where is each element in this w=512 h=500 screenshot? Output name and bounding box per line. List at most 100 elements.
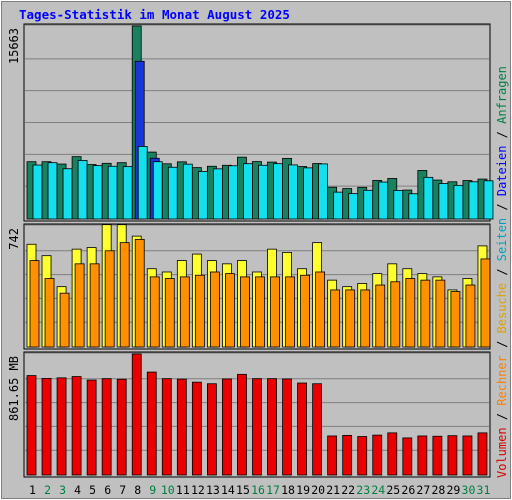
day-label: 23 (356, 483, 370, 497)
bar-rechner-day-21 (330, 289, 341, 348)
bar-seiten-day-25 (393, 190, 404, 220)
bar-volumen-day-18 (282, 378, 292, 476)
bar-volumen-day-30 (462, 435, 473, 476)
bar-seiten-day-26 (408, 193, 419, 220)
bar-volumen-day-7 (116, 378, 127, 476)
bar-volumen-day-3 (56, 377, 67, 476)
bar-volumen-day-26 (402, 437, 413, 476)
bar-volumen-day-8 (131, 353, 142, 476)
panel-max-label: 861.65 MB (7, 356, 21, 421)
legend-separator: / (495, 406, 509, 428)
bar-seiten-day-30 (468, 181, 479, 220)
day-label: 28 (431, 483, 445, 497)
bar-volumen-day-13 (206, 383, 217, 476)
bar-volumen-day-2 (41, 377, 52, 476)
chart-legend: Volumen / Rechner / Besuche / Seiten / D… (495, 66, 509, 478)
bar-rechner-day-20 (315, 271, 326, 348)
bar-volumen-day-4 (71, 376, 82, 476)
legend-entry-volumen: Volumen (495, 427, 509, 478)
bar-rechner-day-30 (465, 284, 476, 348)
x-axis-day-labels: 1 2 3 4 5 6 7 8 9 10 11 12 13 14 15 16 17 18 19 20 21 22 23 24 2… (29, 483, 490, 497)
day-label: 26 (401, 483, 415, 497)
bar-seiten-day-9 (152, 161, 163, 220)
day-label: 13 (206, 483, 220, 497)
bar-volumen-day-9 (146, 371, 157, 476)
bar-seiten-day-6 (107, 165, 118, 220)
bar-volumen-day-15 (237, 373, 247, 476)
bar-rechner-day-28 (435, 279, 446, 348)
day-label: 2 (44, 483, 51, 497)
bar-volumen-day-10 (161, 378, 172, 476)
bar-seiten-day-23 (363, 189, 374, 220)
bar-seiten-day-2 (47, 162, 58, 220)
bar-rechner-day-23 (360, 289, 371, 348)
bar-seiten-day-22 (348, 193, 359, 220)
bar-seiten-day-31 (483, 180, 494, 220)
day-label: 1 (29, 483, 36, 497)
bar-seiten-day-17 (273, 163, 283, 220)
day-label: 24 (371, 483, 385, 497)
panel-top: 15663 (7, 23, 494, 222)
bar-rechner-day-8 (134, 238, 145, 348)
bar-volumen-day-28 (432, 435, 443, 476)
day-label: 5 (89, 483, 96, 497)
bar-volumen-day-12 (191, 381, 202, 476)
day-label: 4 (74, 483, 81, 497)
legend-separator: / (495, 124, 509, 146)
bar-rechner-day-1 (29, 260, 40, 348)
bar-seiten-day-21 (333, 191, 344, 220)
legend-separator: / (495, 196, 509, 218)
bar-volumen-day-6 (101, 378, 112, 476)
day-label: 6 (104, 483, 111, 497)
bar-rechner-day-25 (390, 281, 401, 348)
bar-rechner-day-16 (255, 276, 265, 348)
panel-max-label: 742 (7, 228, 21, 250)
bar-volumen-day-17 (267, 378, 277, 476)
bar-seiten-day-28 (438, 183, 449, 220)
bar-seiten-day-27 (423, 176, 434, 220)
legend-entry-seiten: Seiten (495, 218, 509, 261)
bar-rechner-day-29 (450, 291, 461, 348)
bar-rechner-day-14 (225, 273, 235, 348)
day-label: 19 (296, 483, 310, 497)
day-label: 3 (59, 483, 66, 497)
bar-seiten-day-5 (92, 165, 103, 220)
bar-seiten-day-10 (167, 166, 178, 220)
day-label: 12 (191, 483, 205, 497)
bar-seiten-day-19 (303, 167, 313, 220)
bar-volumen-day-23 (357, 436, 368, 476)
panel-max-label: 15663 (7, 28, 21, 64)
bar-volumen-day-20 (312, 383, 323, 476)
bar-volumen-day-14 (222, 378, 232, 476)
day-label: 20 (311, 483, 325, 497)
bar-volumen-day-21 (327, 435, 338, 476)
bar-volumen-day-5 (86, 379, 97, 476)
bar-rechner-day-6 (104, 250, 115, 348)
legend-separator: / (495, 261, 509, 283)
bar-seiten-day-18 (288, 164, 298, 220)
bar-rechner-day-19 (300, 274, 310, 348)
bar-rechner-day-31 (480, 258, 491, 348)
bar-seiten-day-1 (32, 164, 43, 220)
day-label: 27 (416, 483, 430, 497)
day-label: 30 (462, 483, 476, 497)
bar-volumen-day-24 (372, 434, 383, 476)
day-label: 18 (281, 483, 295, 497)
day-label: 10 (161, 483, 175, 497)
bar-rechner-day-7 (119, 242, 130, 348)
bar-rechner-day-5 (89, 263, 100, 348)
bar-volumen-day-27 (417, 435, 428, 476)
bar-seiten-day-3 (62, 168, 73, 220)
day-label: 17 (266, 483, 280, 497)
bar-rechner-day-13 (209, 271, 220, 348)
day-label: 22 (341, 483, 355, 497)
bar-seiten-day-11 (182, 163, 193, 220)
bar-rechner-day-15 (240, 276, 250, 348)
bar-volumen-day-11 (176, 378, 187, 476)
legend-entry-anfragen: Anfragen (495, 66, 509, 124)
bar-rechner-day-17 (270, 276, 280, 348)
panel-bottom: 861.65 MB (7, 351, 491, 478)
bar-volumen-day-19 (297, 382, 307, 476)
